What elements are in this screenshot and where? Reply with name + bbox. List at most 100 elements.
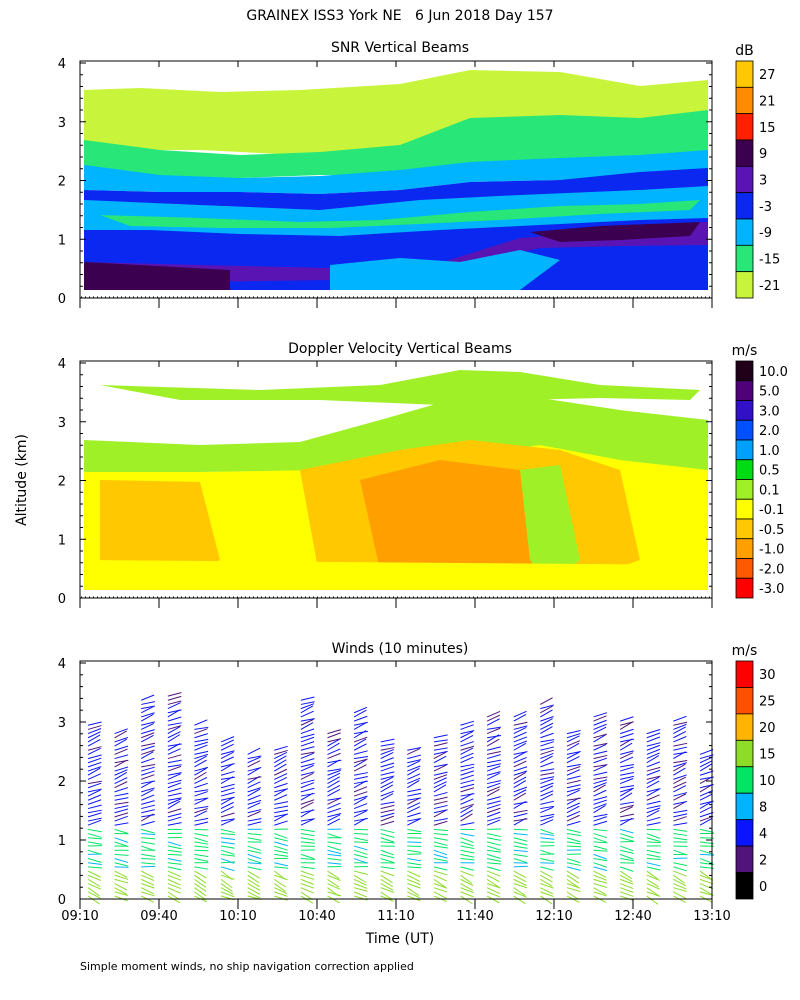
wind-barb (673, 723, 687, 730)
wind-barb (407, 858, 422, 862)
wind-barb (300, 887, 314, 894)
wind-barb (540, 874, 553, 883)
colorbar-swatch (735, 498, 754, 520)
wind-barb (353, 721, 368, 726)
wind-barb (114, 878, 129, 884)
wind-barb (327, 853, 342, 857)
wind-barb (114, 815, 128, 822)
wind-barb (540, 776, 555, 780)
wind-barb (407, 780, 420, 789)
wind-barb (540, 883, 554, 889)
wind-barb (673, 759, 688, 764)
y-tick-label: 2 (58, 175, 66, 190)
wind-barb (593, 816, 607, 822)
wind-barb (353, 853, 368, 859)
wind-barb (540, 862, 555, 864)
wind-barb (540, 704, 554, 710)
wind-barb (220, 736, 235, 743)
wind-barb (673, 721, 688, 726)
wind-barb (540, 782, 554, 789)
wind-barb (593, 757, 607, 764)
wind-barb (220, 870, 233, 880)
wind-barb (433, 800, 448, 805)
wind-barb (114, 887, 128, 895)
wind-barb (300, 763, 315, 768)
wind-barb (300, 752, 314, 760)
wind-barb (673, 809, 688, 814)
x-tick-label: 11:10 (377, 909, 414, 924)
wind-barb (327, 759, 342, 764)
wind-barb (87, 819, 102, 826)
wind-barb (646, 883, 660, 890)
colorbar-label: 0.1 (759, 483, 780, 498)
wind-barb (646, 794, 660, 801)
wind-barb (646, 821, 661, 826)
wind-barb (167, 816, 182, 822)
wind-barb (273, 878, 287, 888)
wind-barb (167, 709, 182, 714)
wind-barb (194, 776, 208, 785)
wind-barb (194, 807, 208, 814)
wind-barb (646, 744, 661, 751)
colorbar-label: 0 (759, 880, 767, 895)
wind-barb (540, 752, 554, 760)
wind-barb (167, 787, 182, 793)
wind-barb (380, 837, 395, 843)
wind-barb (433, 858, 448, 862)
wind-barb (593, 891, 608, 897)
wind-barb (486, 819, 501, 826)
wind-barb (620, 833, 634, 839)
wind-barb (114, 862, 129, 867)
wind-barb (673, 763, 686, 772)
wind-barb (699, 770, 714, 776)
wind-barb (327, 862, 342, 865)
wind-barb (327, 769, 341, 776)
wind-barb (327, 748, 341, 755)
wind-barb (566, 784, 581, 789)
wind-barb (513, 853, 528, 858)
colorbar-unit: m/s (732, 643, 758, 659)
wind-barb (646, 769, 661, 776)
wind-barb (433, 796, 448, 801)
wind-barb (433, 870, 448, 876)
wind-barb (274, 759, 287, 768)
wind-barb (274, 763, 287, 772)
wind-barb (540, 887, 554, 895)
doppler-panel: Doppler Velocity Vertical Beams 0 1 2 3 4 10… (58, 341, 788, 608)
wind-barb (220, 819, 235, 826)
wind-barb (300, 809, 315, 814)
wind-barb (620, 853, 634, 860)
wind-barb (513, 740, 527, 747)
wind-barb (593, 776, 608, 780)
wind-barb (141, 845, 155, 852)
wind-barb (646, 742, 661, 747)
wind-barb (433, 837, 448, 841)
wind-barb (620, 849, 634, 854)
wind-barb (141, 722, 155, 730)
wind-barb (300, 818, 315, 822)
wind-barb (486, 788, 500, 797)
wind-barb (673, 849, 687, 856)
wind-barb (274, 820, 288, 826)
wind-barb (513, 849, 528, 853)
wind-barb (566, 845, 581, 848)
colorbar-unit: m/s (732, 343, 758, 359)
wind-barb (407, 870, 421, 878)
wind-barb (114, 828, 129, 834)
wind-barb (87, 761, 102, 768)
wind-barb (407, 818, 422, 822)
wind-barb (513, 895, 526, 905)
wind-barb (460, 870, 474, 877)
wind-barb (327, 878, 340, 888)
wind-barb (673, 801, 686, 809)
wind-barb (114, 801, 129, 805)
wind-barb (140, 870, 154, 878)
wind-barb (620, 895, 634, 901)
colorbar-swatch (735, 165, 754, 194)
colorbar-label: 5.0 (759, 385, 780, 400)
wind-barb (87, 878, 101, 887)
wind-barb (407, 866, 422, 869)
wind-barb (513, 731, 527, 739)
snr-band-cyan-upper (84, 150, 708, 194)
